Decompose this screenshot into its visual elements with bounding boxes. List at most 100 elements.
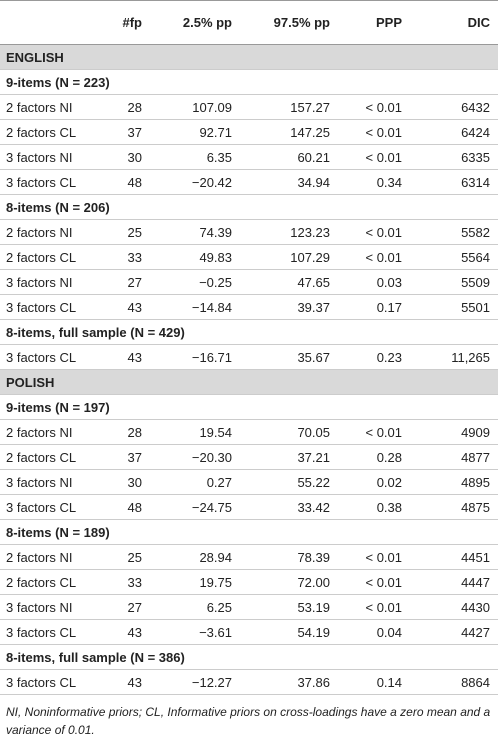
cell: < 0.01 [338,119,410,145]
data-row: 2 factors NI 28 19.54 70.05 < 0.01 4909 [0,419,498,445]
column-header: PPP [338,0,410,45]
section-row: ENGLISH [0,44,498,70]
cell: −0.25 [150,269,240,295]
cell: 5564 [410,244,498,270]
results-table: #fp 2.5% pp 97.5% pp PPP DIC ENGLISH 9-items … [0,0,498,695]
cell: 70.05 [240,419,338,445]
cell: 72.00 [240,569,338,595]
cell: −14.84 [150,294,240,320]
row-label: 3 factors NI [0,594,100,620]
row-label: 3 factors CL [0,619,100,645]
cell: 6424 [410,119,498,145]
data-row: 2 factors CL 37 92.71 147.25 < 0.01 6424 [0,119,498,145]
cell: 33.42 [240,494,338,520]
cell: 37 [100,119,150,145]
cell: 123.23 [240,219,338,245]
cell: < 0.01 [338,94,410,120]
group-label: 8-items (N = 189) [0,519,498,545]
cell: 0.02 [338,469,410,495]
cell: 11,265 [410,344,498,370]
group-row: 9-items (N = 223) [0,69,498,95]
cell: 0.28 [338,444,410,470]
cell: 25 [100,219,150,245]
row-label: 3 factors CL [0,669,100,695]
row-label: 2 factors CL [0,244,100,270]
cell: < 0.01 [338,569,410,595]
cell: 30 [100,144,150,170]
cell: 43 [100,619,150,645]
data-row: 2 factors NI 25 28.94 78.39 < 0.01 4451 [0,544,498,570]
cell: 33 [100,569,150,595]
cell: 78.39 [240,544,338,570]
data-row: 3 factors CL 43 −16.71 35.67 0.23 11,265 [0,344,498,370]
data-row: 2 factors CL 33 49.83 107.29 < 0.01 5564 [0,244,498,270]
row-label: 2 factors NI [0,219,100,245]
column-header: 2.5% pp [150,0,240,45]
row-label: 3 factors NI [0,144,100,170]
cell: < 0.01 [338,144,410,170]
group-label: 8-items, full sample (N = 386) [0,644,498,670]
row-label: 2 factors NI [0,419,100,445]
cell: −3.61 [150,619,240,645]
row-label: 3 factors NI [0,469,100,495]
row-label: 2 factors CL [0,119,100,145]
cell: 4447 [410,569,498,595]
data-row: 3 factors NI 27 6.25 53.19 < 0.01 4430 [0,594,498,620]
data-row: 3 factors CL 48 −20.42 34.94 0.34 6314 [0,169,498,195]
cell: 107.29 [240,244,338,270]
cell: 47.65 [240,269,338,295]
cell: 28 [100,94,150,120]
cell: 0.04 [338,619,410,645]
column-header: 97.5% pp [240,0,338,45]
cell: 19.54 [150,419,240,445]
cell: < 0.01 [338,244,410,270]
cell: 6.25 [150,594,240,620]
cell: 27 [100,269,150,295]
cell: −20.30 [150,444,240,470]
cell: 0.14 [338,669,410,695]
cell: 54.19 [240,619,338,645]
cell: 4895 [410,469,498,495]
data-row: 3 factors CL 43 −14.84 39.37 0.17 5501 [0,294,498,320]
cell: 147.25 [240,119,338,145]
group-row: 8-items (N = 189) [0,519,498,545]
section-label: POLISH [0,369,498,395]
corner [0,0,100,45]
header-row: #fp 2.5% pp 97.5% pp PPP DIC [0,0,498,45]
cell: 0.03 [338,269,410,295]
data-row: 3 factors CL 48 −24.75 33.42 0.38 4875 [0,494,498,520]
row-label: 2 factors NI [0,544,100,570]
cell: 157.27 [240,94,338,120]
cell: 34.94 [240,169,338,195]
table-note: NI, Noninformative priors; CL, Informati… [6,705,491,737]
cell: 43 [100,294,150,320]
cell: 4430 [410,594,498,620]
data-row: 3 factors NI 30 0.27 55.22 0.02 4895 [0,469,498,495]
data-row: 3 factors CL 43 −3.61 54.19 0.04 4427 [0,619,498,645]
cell: 5582 [410,219,498,245]
cell: 25 [100,544,150,570]
section-row: POLISH [0,369,498,395]
cell: 4909 [410,419,498,445]
cell: 37.86 [240,669,338,695]
group-row: 8-items, full sample (N = 386) [0,644,498,670]
data-row: 2 factors CL 33 19.75 72.00 < 0.01 4447 [0,569,498,595]
cell: 0.38 [338,494,410,520]
cell: 30 [100,469,150,495]
data-row: 3 factors NI 30 6.35 60.21 < 0.01 6335 [0,144,498,170]
row-label: 2 factors CL [0,569,100,595]
cell: −24.75 [150,494,240,520]
cell: 39.37 [240,294,338,320]
data-row: 3 factors NI 27 −0.25 47.65 0.03 5509 [0,269,498,295]
cell: 33 [100,244,150,270]
cell: 6335 [410,144,498,170]
data-row: 2 factors NI 25 74.39 123.23 < 0.01 5582 [0,219,498,245]
cell: 6432 [410,94,498,120]
section-label: ENGLISH [0,44,498,70]
row-label: 2 factors CL [0,444,100,470]
cell: −16.71 [150,344,240,370]
group-label: 9-items (N = 197) [0,394,498,420]
group-row: 9-items (N = 197) [0,394,498,420]
cell: 8864 [410,669,498,695]
